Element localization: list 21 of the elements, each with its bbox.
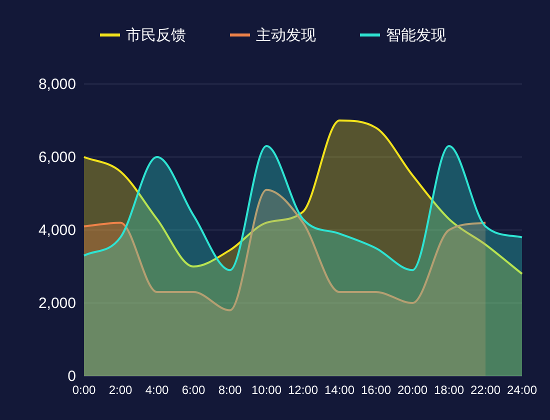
x-tick-label: 2:00 xyxy=(108,383,132,397)
y-tick-label: 8,000 xyxy=(38,76,76,93)
x-tick-label: 18:00 xyxy=(434,383,464,397)
legend-label: 智能发现 xyxy=(386,27,446,44)
x-tick-label: 24:00 xyxy=(506,383,538,397)
legend-label: 主动发现 xyxy=(256,27,316,44)
x-tick-label: 10:00 xyxy=(251,383,282,397)
x-tick-label: 0:00 xyxy=(72,383,96,397)
y-tick-label: 2,000 xyxy=(38,295,76,312)
y-tick-label: 4,000 xyxy=(38,222,76,239)
x-tick-label: 20:00 xyxy=(397,383,428,397)
y-tick-label: 0 xyxy=(68,368,76,385)
x-tick-label: 22:00 xyxy=(470,383,501,397)
x-tick-label: 12:00 xyxy=(288,383,318,397)
y-tick-label: 6,000 xyxy=(38,149,76,166)
legend-label: 市民反馈 xyxy=(126,27,186,44)
x-tick-label: 4:00 xyxy=(145,383,169,397)
x-tick-label: 6:00 xyxy=(182,383,206,397)
x-tick-label: 14:00 xyxy=(324,383,355,397)
x-tick-label: 8:00 xyxy=(218,383,242,397)
x-tick-label: 16:00 xyxy=(360,383,392,397)
